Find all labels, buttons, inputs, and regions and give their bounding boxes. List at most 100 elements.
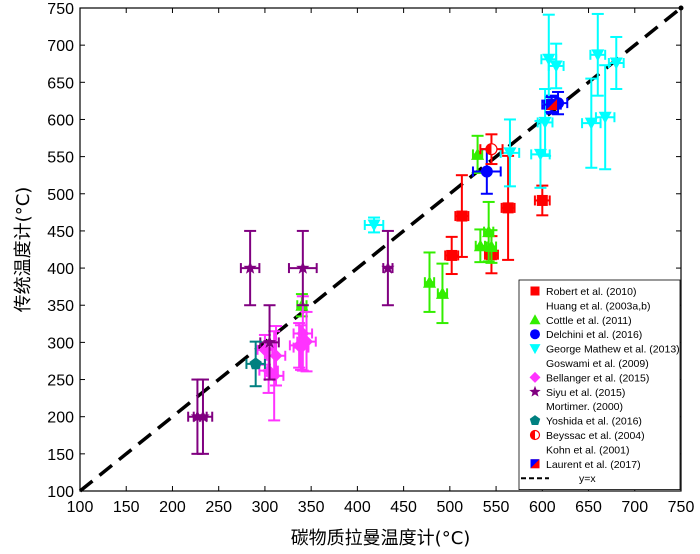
point-marker [473, 239, 487, 252]
legend-label: Huang et al. (2003a,b) [546, 300, 651, 312]
data-point [500, 154, 516, 261]
data-point [471, 148, 502, 195]
legend: Robert et al. (2010) Huang et al. (2003a,… [518, 279, 681, 491]
point-marker [435, 286, 449, 299]
data-point [192, 378, 214, 455]
y-tick-label: 450 [47, 224, 74, 241]
x-tick-label: 100 [67, 499, 94, 516]
legend-item: Huang et al. (2003a,b) [546, 300, 651, 312]
point-marker [262, 335, 277, 349]
y-axis-title: 传统温度计(°C) [13, 187, 34, 313]
x-tick-label: 650 [575, 499, 602, 516]
point-marker [480, 165, 493, 178]
data-point [265, 325, 287, 387]
legend-item: Yoshida et al. (2016) [529, 415, 642, 428]
point-marker [249, 357, 262, 370]
x-tick-label: 400 [344, 499, 371, 516]
data-point [363, 216, 385, 234]
legend-label: Delchini et al. (2016) [546, 329, 642, 341]
legend-label: George Mathew et al. (2013) [546, 344, 680, 356]
data-point [540, 13, 558, 105]
point-marker [609, 57, 623, 70]
legend-item: Beyssac et al. (2004) [529, 429, 645, 442]
legend-marker [530, 286, 540, 296]
data-point [547, 42, 565, 90]
data-point [287, 229, 318, 307]
point-marker [598, 111, 612, 124]
legend-label: Bellanger et al. (2015) [546, 372, 649, 384]
legend-label: y=x [579, 473, 596, 485]
legend-item: Kohn et al. (2001) [546, 444, 629, 456]
y-tick-label: 600 [47, 112, 74, 129]
legend-label: Kohn et al. (2001) [546, 444, 629, 456]
legend-item: Mortimer. (2000) [546, 401, 623, 413]
point-marker [269, 349, 283, 363]
data-point [543, 96, 560, 114]
legend-label: Beyssac et al. (2004) [546, 430, 645, 442]
legend-item: Laurent et al. (2017) [530, 459, 641, 471]
legend-item: Bellanger et al. (2015) [529, 371, 649, 384]
legend-marker [530, 329, 540, 340]
x-tick-label: 700 [621, 499, 648, 516]
x-tick-label: 250 [205, 499, 232, 516]
y-tick-label: 350 [47, 298, 74, 315]
point-marker [502, 202, 514, 214]
legend-box [518, 279, 681, 491]
point-marker [503, 147, 517, 160]
y-tick-label: 650 [47, 75, 74, 92]
data-point [239, 229, 261, 307]
legend-item: y=x [521, 473, 596, 485]
legend-item: Delchini et al. (2016) [530, 329, 642, 341]
x-tick-label: 200 [159, 499, 186, 516]
point-marker [423, 275, 437, 288]
data-point [381, 229, 395, 307]
legend-label: Siyu et al. (2015) [546, 387, 625, 399]
point-marker [471, 147, 485, 160]
legend-item: Cottle et al. (2011) [529, 314, 632, 327]
legend-label: Goswami et al. (2009) [546, 358, 649, 370]
legend-label: Yoshida et al. (2016) [546, 416, 642, 428]
legend-item: Goswami et al. (2009) [546, 358, 649, 370]
point-marker [546, 99, 558, 111]
legend-item: George Mathew et al. (2013) [529, 344, 680, 356]
data-point [454, 174, 470, 258]
x-tick-label: 150 [113, 499, 140, 516]
y-tick-label: 750 [47, 1, 74, 18]
legend-marker [529, 371, 541, 383]
data-point [423, 251, 437, 313]
data-point [536, 87, 554, 157]
point-marker [243, 261, 257, 274]
y-tick-label: 150 [47, 447, 74, 464]
y-tick-label: 700 [47, 38, 74, 55]
point-marker [294, 341, 308, 355]
point-marker [196, 409, 210, 423]
x-tick-label: 600 [529, 499, 556, 516]
point-marker [549, 60, 563, 73]
legend-label: Cottle et al. (2011) [546, 315, 632, 327]
legend-label: Robert et al. (2010) [546, 286, 636, 298]
point-marker [542, 53, 556, 66]
point-marker [446, 249, 458, 261]
legend-marker [529, 385, 541, 397]
legend-marker [529, 344, 541, 355]
point-marker [367, 219, 381, 232]
y-tick-label: 250 [47, 373, 74, 390]
y-tick-label: 550 [47, 150, 74, 167]
legend-label: Laurent et al. (2017) [546, 459, 641, 471]
legend-marker [530, 459, 540, 469]
legend-marker [529, 429, 541, 441]
point-marker [536, 194, 548, 206]
plot-frame [79, 7, 682, 492]
legend-marker [529, 314, 541, 325]
x-axis-title: 碳物质拉曼温度计(°C) [291, 528, 471, 549]
point-marker [296, 261, 310, 274]
y-tick-label: 400 [47, 261, 74, 278]
y-tick-label: 200 [47, 410, 74, 427]
x-tick-label: 750 [668, 499, 695, 516]
legend-marker [529, 415, 541, 426]
data-point [479, 133, 504, 166]
y-tick-label: 500 [47, 187, 74, 204]
x-tick-label: 450 [390, 499, 417, 516]
y-tick-label: 300 [47, 335, 74, 352]
